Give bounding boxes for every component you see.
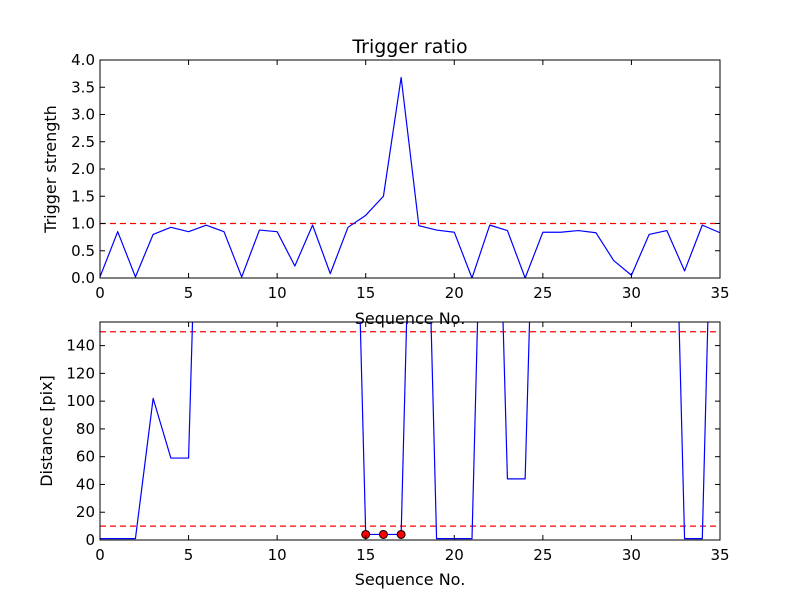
y-tick-label: 120 [66, 364, 95, 382]
x-tick-label: 25 [533, 284, 552, 302]
y-tick-label: 40 [76, 475, 95, 493]
x-tick-label: 25 [533, 546, 552, 564]
y-tick-label: 3.5 [71, 78, 95, 96]
x-axis-label: Sequence No. [355, 309, 466, 328]
y-tick-label: 4.0 [71, 51, 95, 69]
y-tick-label: 2.0 [71, 160, 95, 178]
y-tick-label: 20 [76, 503, 95, 521]
y-tick-label: 100 [66, 392, 95, 410]
x-tick-label: 5 [184, 546, 194, 564]
y-tick-label: 60 [76, 448, 95, 466]
y-tick-label: 80 [76, 420, 95, 438]
x-tick-label: 35 [710, 284, 729, 302]
x-tick-label: 15 [356, 284, 375, 302]
data-point-marker [378, 529, 388, 539]
x-tick-label: 30 [622, 546, 641, 564]
distance-chart: 0 5 10 15 20 25 30 35 0 20 40 60 80 100 120 140 Sequen… [37, 321, 730, 589]
x-tick-label: 15 [356, 546, 375, 564]
x-tick-label: 0 [95, 546, 105, 564]
x-tick-label: 10 [268, 284, 287, 302]
y-tick-label: 1.0 [71, 215, 95, 233]
x-tick-label: 5 [184, 284, 194, 302]
x-tick-label: 35 [710, 546, 729, 564]
x-tick-label: 30 [622, 284, 641, 302]
y-axis-label: Distance [pix] [37, 375, 56, 487]
y-tick-label: 1.5 [71, 187, 95, 205]
x-tick-label: 0 [95, 284, 105, 302]
plot-frame [99, 321, 721, 541]
y-tick-label: 0.5 [71, 242, 95, 260]
x-axis-label: Sequence No. [355, 570, 466, 589]
x-tick-label: 20 [445, 546, 464, 564]
x-tick-label: 10 [268, 546, 287, 564]
y-tick-label: 140 [66, 337, 95, 355]
chart-title: Trigger ratio [351, 36, 467, 58]
y-tick-label: 2.5 [71, 133, 95, 151]
y-tick-label: 3.0 [71, 106, 95, 124]
trigger-ratio-chart: Trigger ratio 0 5 10 15 20 25 30 35 0.0 0.5 1.0 1.… [41, 36, 730, 328]
y-tick-label: 0 [85, 531, 95, 549]
y-tick-label: 0.0 [71, 269, 95, 287]
y-axis-label: Trigger strength [41, 105, 60, 234]
x-tick-label: 20 [445, 284, 464, 302]
series-line [100, 76, 720, 278]
data-point-marker [396, 529, 406, 539]
